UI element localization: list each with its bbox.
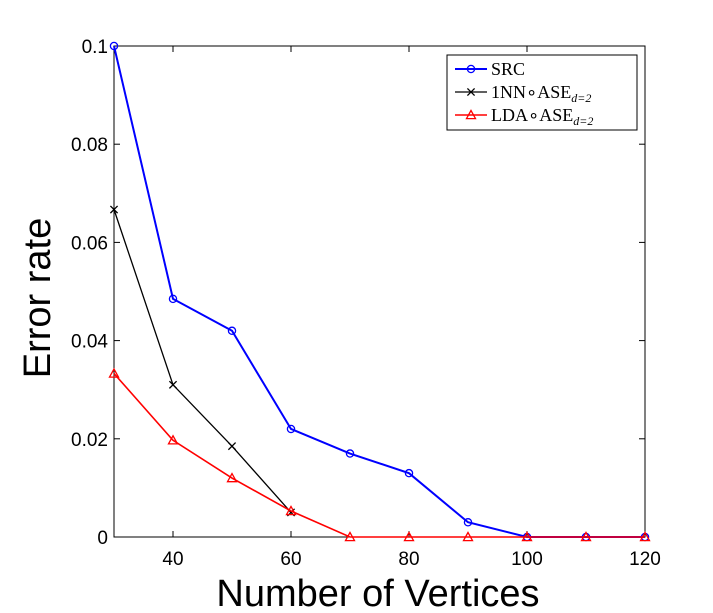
y-tick-label: 0: [97, 528, 108, 549]
marker-stroke: [466, 87, 476, 97]
legend-label: SRC: [491, 59, 525, 79]
y-tick-label: 0.1: [82, 37, 108, 58]
marker-stroke: [109, 205, 119, 214]
x-tick-label: 80: [398, 549, 419, 570]
legend-marker: [465, 109, 477, 120]
data-point: [345, 449, 355, 458]
x-tick-label: 60: [280, 549, 301, 570]
y-tick-label: 0.02: [71, 430, 108, 451]
data-point: [108, 367, 120, 378]
y-tick-label: 0.06: [71, 233, 108, 254]
data-point: [226, 472, 238, 483]
data-point: [344, 531, 356, 542]
x-tick-label: 40: [162, 549, 183, 570]
legend-marker: [466, 87, 476, 97]
data-point: [404, 468, 414, 478]
legend-entry: 1NN∘ASEd=2: [455, 82, 591, 105]
data-point: [168, 294, 178, 304]
legend-marker: [466, 64, 476, 74]
series-line: [113, 372, 645, 538]
data-point: [227, 326, 237, 336]
legend-label-subscript: d=2: [571, 91, 591, 105]
legend-label-main: SRC: [491, 59, 525, 79]
x-tick-label: 120: [629, 549, 661, 570]
legend-label-subscript: d=2: [573, 114, 593, 128]
x-axis-title: Number of Vertices: [216, 573, 539, 608]
x-tick-label: 100: [511, 549, 543, 570]
y-tick-label: 0.08: [71, 135, 108, 156]
data-point: [639, 531, 651, 542]
legend-entry: LDA∘ASEd=2: [455, 105, 593, 128]
data-point: [227, 442, 237, 451]
data-point: [285, 505, 297, 516]
data-point: [462, 531, 474, 542]
series-2: [108, 367, 651, 542]
data-point: [403, 531, 415, 542]
axis-ticks: 40 60 80 100 120 0 0.02 0.04 0.06 0.08 0.1: [71, 37, 661, 570]
y-axis-title: Error rate: [17, 218, 59, 378]
data-point: [109, 205, 119, 214]
marker-stroke: [168, 380, 178, 389]
data-point: [168, 380, 178, 389]
legend-label: 1NN∘ASEd=2: [491, 82, 591, 105]
data-point: [463, 518, 473, 527]
data-point: [109, 41, 119, 51]
marker-stroke: [227, 442, 237, 451]
y-tick-label: 0.04: [71, 332, 108, 353]
data-point: [286, 424, 296, 434]
legend-label: LDA∘ASEd=2: [491, 105, 593, 128]
legend-label-main: LDA∘ASE: [491, 105, 573, 125]
series-layer: [108, 41, 651, 542]
data-point: [167, 434, 179, 445]
legend-entry: SRC: [455, 59, 525, 79]
data-point: [521, 531, 533, 542]
legend-label-main: 1NN∘ASE: [491, 82, 571, 102]
series-line: [113, 209, 292, 513]
data-point: [580, 531, 592, 542]
